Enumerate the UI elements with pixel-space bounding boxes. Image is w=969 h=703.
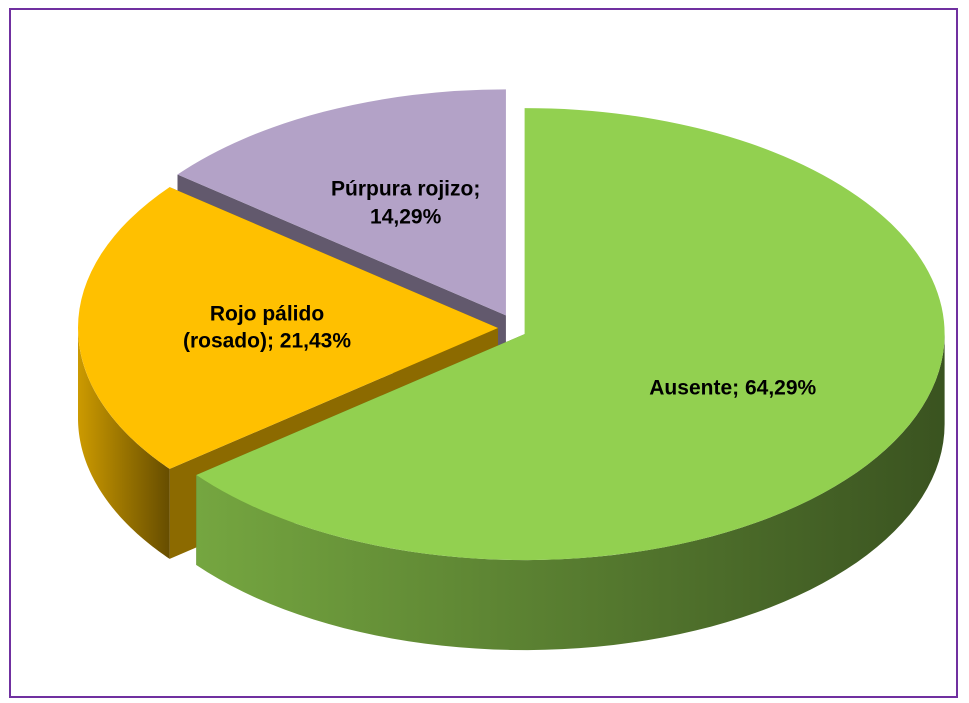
label-value: 64,29%	[744, 376, 817, 400]
label-separator: ;	[732, 376, 740, 400]
data-label: Púrpura rojizo; 14,29%	[318, 176, 493, 231]
data-label: Ausente; 64,29%	[645, 374, 820, 401]
slice	[196, 108, 945, 561]
label-separator: ;	[473, 178, 481, 202]
slice-side	[196, 334, 945, 651]
label-category: Púrpura rojizo	[330, 178, 474, 202]
slice	[77, 187, 498, 469]
data-label: Rojo pálido (rosado); 21,43%	[180, 301, 355, 356]
slice	[177, 89, 506, 316]
label-value: 21,43%	[279, 330, 352, 354]
label-separator: ;	[266, 330, 274, 354]
chart-frame	[9, 8, 958, 698]
label-category: Rojo pálido (rosado)	[182, 302, 325, 354]
slice-side	[78, 328, 170, 559]
label-category: Ausente	[649, 376, 733, 400]
label-value: 14,29%	[370, 205, 442, 229]
